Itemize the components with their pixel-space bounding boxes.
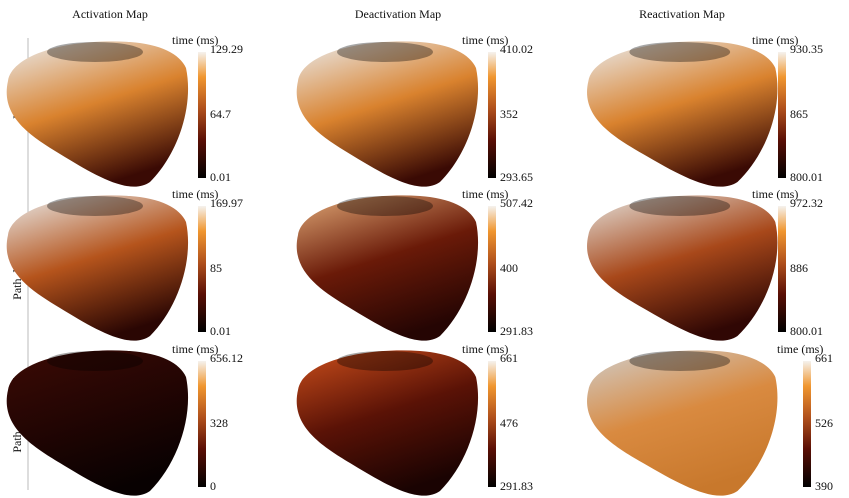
- colorbar: [488, 361, 496, 487]
- colorbar: [488, 52, 496, 178]
- colorbar-max: 507.42: [500, 196, 533, 210]
- heart-surface: [587, 350, 778, 496]
- colorbar-unit: time (ms): [752, 33, 798, 47]
- colorbar-mid: 352: [500, 107, 518, 121]
- colorbar-unit: time (ms): [172, 187, 218, 201]
- heart-surface: [296, 41, 479, 187]
- colorbar-unit: time (ms): [462, 342, 508, 356]
- heart: [6, 41, 189, 187]
- heart-opening: [337, 196, 433, 216]
- colorbar-mid: 64.7: [210, 107, 231, 121]
- column-title: Reactivation Map: [639, 7, 725, 21]
- heart: [296, 350, 479, 496]
- colorbar-min: 800.01: [790, 170, 823, 184]
- heart-opening: [629, 351, 731, 371]
- colorbar: [778, 52, 786, 178]
- heart-surface: [6, 350, 189, 496]
- colorbar-min: 0.01: [210, 170, 231, 184]
- colorbar-max: 661: [500, 351, 518, 365]
- colorbar-min: 800.01: [790, 324, 823, 338]
- heart-opening: [337, 351, 433, 371]
- colorbar-max: 972.32: [790, 196, 823, 210]
- colorbar-mid: 865: [790, 107, 808, 121]
- colorbar-max: 930.35: [790, 42, 823, 56]
- heart: [6, 195, 189, 341]
- colorbar-unit: time (ms): [462, 33, 508, 47]
- colorbar-unit: time (ms): [777, 342, 823, 356]
- colorbar-unit: time (ms): [172, 342, 218, 356]
- heart: [6, 350, 189, 496]
- column-title: Deactivation Map: [355, 7, 441, 21]
- heart: [296, 41, 479, 187]
- colorbar-min: 390: [815, 479, 833, 493]
- colorbar-min: 291.83: [500, 479, 533, 493]
- heart: [587, 195, 778, 341]
- heart-surface: [6, 195, 189, 341]
- heart-surface: [296, 195, 479, 341]
- heart-opening: [47, 42, 143, 62]
- colorbar-unit: time (ms): [172, 33, 218, 47]
- colorbar-max: 129.29: [210, 42, 243, 56]
- colorbar: [488, 206, 496, 332]
- heart-surface: [587, 41, 778, 187]
- colorbar-mid: 328: [210, 416, 228, 430]
- colorbar-mid: 526: [815, 416, 833, 430]
- heart-opening: [47, 351, 143, 371]
- heart-surface: [296, 350, 479, 496]
- colorbar-max: 169.97: [210, 196, 243, 210]
- colorbar-max: 656.12: [210, 351, 243, 365]
- heart: [587, 41, 778, 187]
- column-title: Activation Map: [72, 7, 148, 21]
- colorbar: [198, 361, 206, 487]
- colorbar-mid: 886: [790, 261, 808, 275]
- colorbar-min: 0.01: [210, 324, 231, 338]
- colorbar-min: 0: [210, 479, 216, 493]
- colorbar: [778, 206, 786, 332]
- colorbar-max: 410.02: [500, 42, 533, 56]
- colorbar-min: 291.83: [500, 324, 533, 338]
- heart-opening: [629, 42, 731, 62]
- heart-surface: [6, 41, 189, 187]
- colorbar: [198, 206, 206, 332]
- colorbar-unit: time (ms): [752, 187, 798, 201]
- colorbar-unit: time (ms): [462, 187, 508, 201]
- heart: [296, 195, 479, 341]
- heart-opening: [337, 42, 433, 62]
- colorbar-mid: 85: [210, 261, 222, 275]
- heart-opening: [47, 196, 143, 216]
- colorbar-mid: 476: [500, 416, 518, 430]
- heart: [587, 350, 778, 496]
- colorbar-max: 661: [815, 351, 833, 365]
- colorbar-mid: 400: [500, 261, 518, 275]
- heart-opening: [629, 196, 731, 216]
- colorbar: [198, 52, 206, 178]
- colorbar: [803, 361, 811, 487]
- colorbar-min: 293.65: [500, 170, 533, 184]
- heart-surface: [587, 195, 778, 341]
